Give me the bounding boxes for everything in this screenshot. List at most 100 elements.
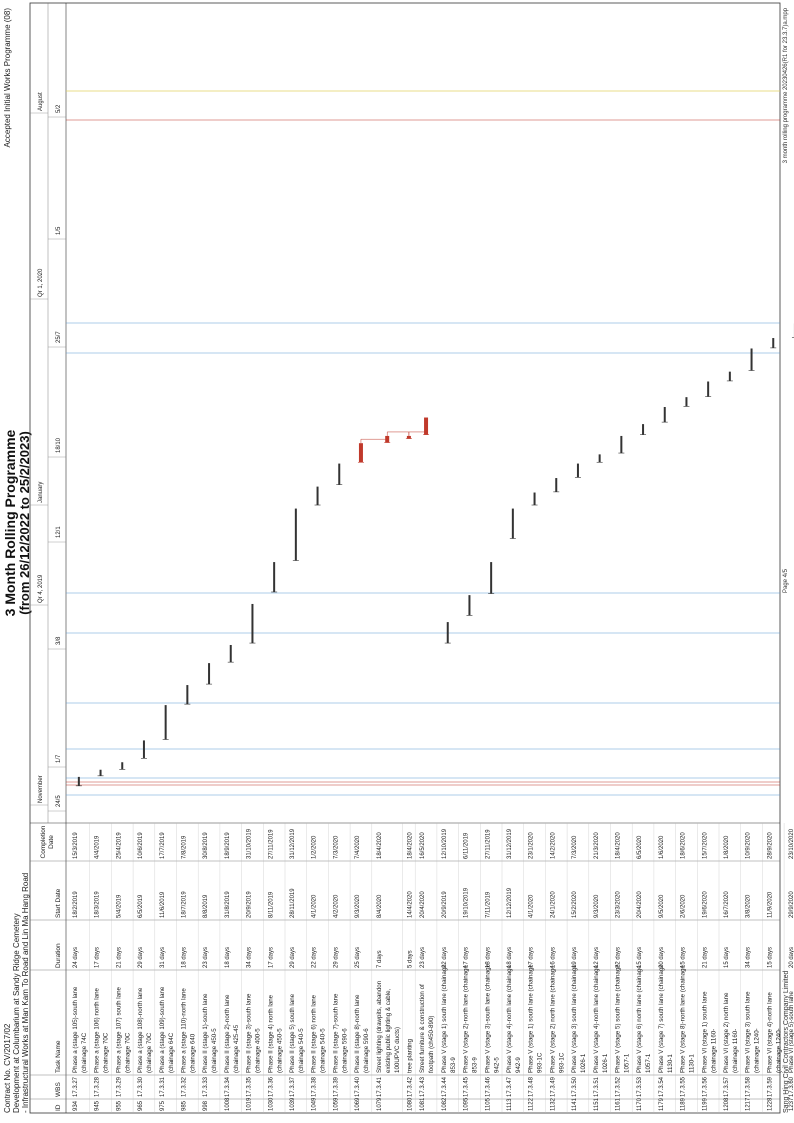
dependency-link <box>408 431 427 436</box>
task-id-985: 985 <box>182 1100 188 1111</box>
task-duration-1069: 25 days <box>355 947 361 968</box>
timeline-date-1: 1/7 <box>56 754 62 763</box>
file-name: 3 month rolling programme 20230426(R1 fo… <box>783 8 789 164</box>
task-wbs-1095: 17.3.45 <box>464 1076 470 1097</box>
task-name-1008-line1: (chainage 425-45 <box>233 1024 240 1073</box>
task-name-955-line1: (chainage 70C <box>124 1032 131 1073</box>
task-finish-985: 7/8/2019 <box>182 835 188 859</box>
task-id-1081: 1081 <box>420 1097 426 1111</box>
task-duration-1122: 17 days <box>529 947 535 968</box>
timeline-date-0: 24/5 <box>56 795 62 807</box>
task-wbs-1228: 17.3.59 <box>767 1076 773 1097</box>
task-finish-1069: 7/4/2020 <box>355 835 361 859</box>
task-bar-934 <box>77 776 80 786</box>
task-name-1039: Phase II (stage 5) south lane <box>289 993 296 1073</box>
timeline-period-2: January <box>38 482 44 503</box>
task-name-1059-line1: (chainage 590-6 <box>341 1028 348 1073</box>
task-name-1170-line1: 1057-1 <box>645 1053 652 1073</box>
task-duration-1082: 22 days <box>442 947 448 968</box>
task-name-1113: Phase V (stage 4)-north lane (chainage <box>506 964 513 1073</box>
task-start-1049: 4/1/2020 <box>312 894 318 918</box>
task-name-985: Phase a (stage 110)-north lane <box>181 988 188 1073</box>
task-name-1079-line2: 100UPVC ducts) <box>394 1027 401 1073</box>
timeline-period-4: August <box>38 92 44 111</box>
task-duration-1132: 16 days <box>550 947 556 968</box>
task-id-1199: 1199 <box>702 1097 708 1111</box>
task-finish-934: 15/3/2019 <box>73 832 79 859</box>
task-bar-1132 <box>555 478 558 492</box>
task-start-1113: 12/12/2019 <box>507 887 513 918</box>
timeline-date-5: 25/7 <box>56 331 62 343</box>
task-name-1082-line1: 853-9 <box>450 1057 457 1073</box>
timeline-period-0: November <box>38 775 44 803</box>
task-id-934: 934 <box>73 1100 79 1111</box>
task-finish-1208: 1/8/2020 <box>724 835 730 859</box>
task-wbs-1161: 17.3.52 <box>616 1076 622 1097</box>
task-id-1141: 1141 <box>572 1097 578 1111</box>
task-duration-1080: 5 days <box>408 950 414 968</box>
column-header-duration: Duration <box>55 943 62 968</box>
task-duration-1113: 18 days <box>507 947 513 968</box>
task-name-1095: Phase V (stage 2)-north lane (chainage <box>463 964 470 1073</box>
task-finish-1019: 31/10/2019 <box>247 828 253 859</box>
task-id-1113: 1113 <box>507 1098 513 1111</box>
task-id-1122: 1122 <box>529 1097 535 1111</box>
task-name-1095-line1: 853-9 <box>472 1057 479 1073</box>
task-name-975-line1: (chainage 64C <box>168 1032 175 1073</box>
task-id-1132: 1132 <box>550 1097 556 1111</box>
task-name-1030: Phase II (stage 4) north lane <box>267 994 274 1073</box>
task-wbs-1217: 17.3.58 <box>746 1076 752 1097</box>
table-frame <box>29 2 781 1114</box>
task-start-1030: 8/11/2019 <box>268 891 274 918</box>
task-start-1217: 3/8/2020 <box>746 894 752 918</box>
task-wbs-1019: 17.3.35 <box>247 1076 253 1097</box>
task-finish-1081: 16/5/2020 <box>420 832 426 859</box>
timeline-date-6: 1/5 <box>56 226 62 235</box>
task-duration-934: 24 days <box>73 947 79 968</box>
task-id-1105: 1105 <box>485 1097 491 1111</box>
column-header-wbs: WBS <box>55 1082 62 1097</box>
task-name-1049: Phase II (stage 6) north lane <box>311 994 318 1073</box>
task-id-1069: 1069 <box>355 1097 361 1111</box>
task-name-1079-line1: existing public lighting & cable, <box>385 988 392 1073</box>
task-duration-1039: 29 days <box>290 947 296 968</box>
task-wbs-1208: 17.3.57 <box>724 1076 730 1097</box>
task-finish-955: 25/4/2019 <box>116 832 122 859</box>
task-finish-1082: 12/10/2019 <box>442 828 448 859</box>
task-id-1049: 1049 <box>312 1097 318 1111</box>
timeline-period-3: Qr 1, 2020 <box>38 268 44 297</box>
task-bar-1059 <box>338 463 341 485</box>
task-start-1079: 8/4/2020 <box>377 894 383 918</box>
task-wbs-1189: 17.3.55 <box>681 1076 687 1097</box>
task-finish-1228: 28/9/2020 <box>767 832 773 859</box>
company-name: Sang Hing Civil Contractors Company Limi… <box>783 970 790 1113</box>
task-name-934-line1: (chainage 74C <box>81 1032 88 1073</box>
task-finish-1151: 21/3/2020 <box>594 832 600 859</box>
task-id-945: 945 <box>95 1100 101 1111</box>
task-start-1105: 7/11/2019 <box>485 891 491 918</box>
task-duration-1189: 15 days <box>681 947 687 968</box>
task-name-1081: Street furniture & construction of <box>419 984 426 1073</box>
task-start-1039: 28/11/2019 <box>290 888 296 918</box>
task-name-1105: Phase V (stage 3)-south lane (chainage <box>484 963 491 1073</box>
task-finish-1122: 23/1/2020 <box>529 832 535 859</box>
task-finish-1113: 31/12/2019 <box>507 828 513 859</box>
task-start-975: 11/6/2019 <box>160 891 166 918</box>
task-finish-1170: 6/5/2020 <box>637 835 643 859</box>
task-name-1199-line1: (chainage 1160- <box>710 1029 717 1073</box>
task-wbs-1199: 17.3.56 <box>702 1076 708 1097</box>
task-wbs-1113: 17.3.47 <box>507 1076 513 1097</box>
task-finish-1079: 18/4/2020 <box>377 832 383 859</box>
task-duration-1095: 17 days <box>464 947 470 968</box>
task-finish-1059: 7/3/2020 <box>333 835 339 859</box>
task-name-1217: Phase VI (stage 3) south lane <box>745 991 752 1073</box>
task-bar-998 <box>208 663 211 685</box>
task-duration-1141: 19 days <box>572 947 578 968</box>
task-finish-975: 17/7/2019 <box>160 832 166 859</box>
task-finish-1237: 23/10/2020 <box>789 828 794 859</box>
task-start-1132: 24/1/2020 <box>550 891 556 918</box>
task-name-1179-line1: 1130-1 <box>667 1054 674 1073</box>
task-start-1080: 14/4/2020 <box>408 891 414 918</box>
task-id-1161: 1161 <box>616 1097 622 1111</box>
task-bar-1179 <box>663 407 666 423</box>
